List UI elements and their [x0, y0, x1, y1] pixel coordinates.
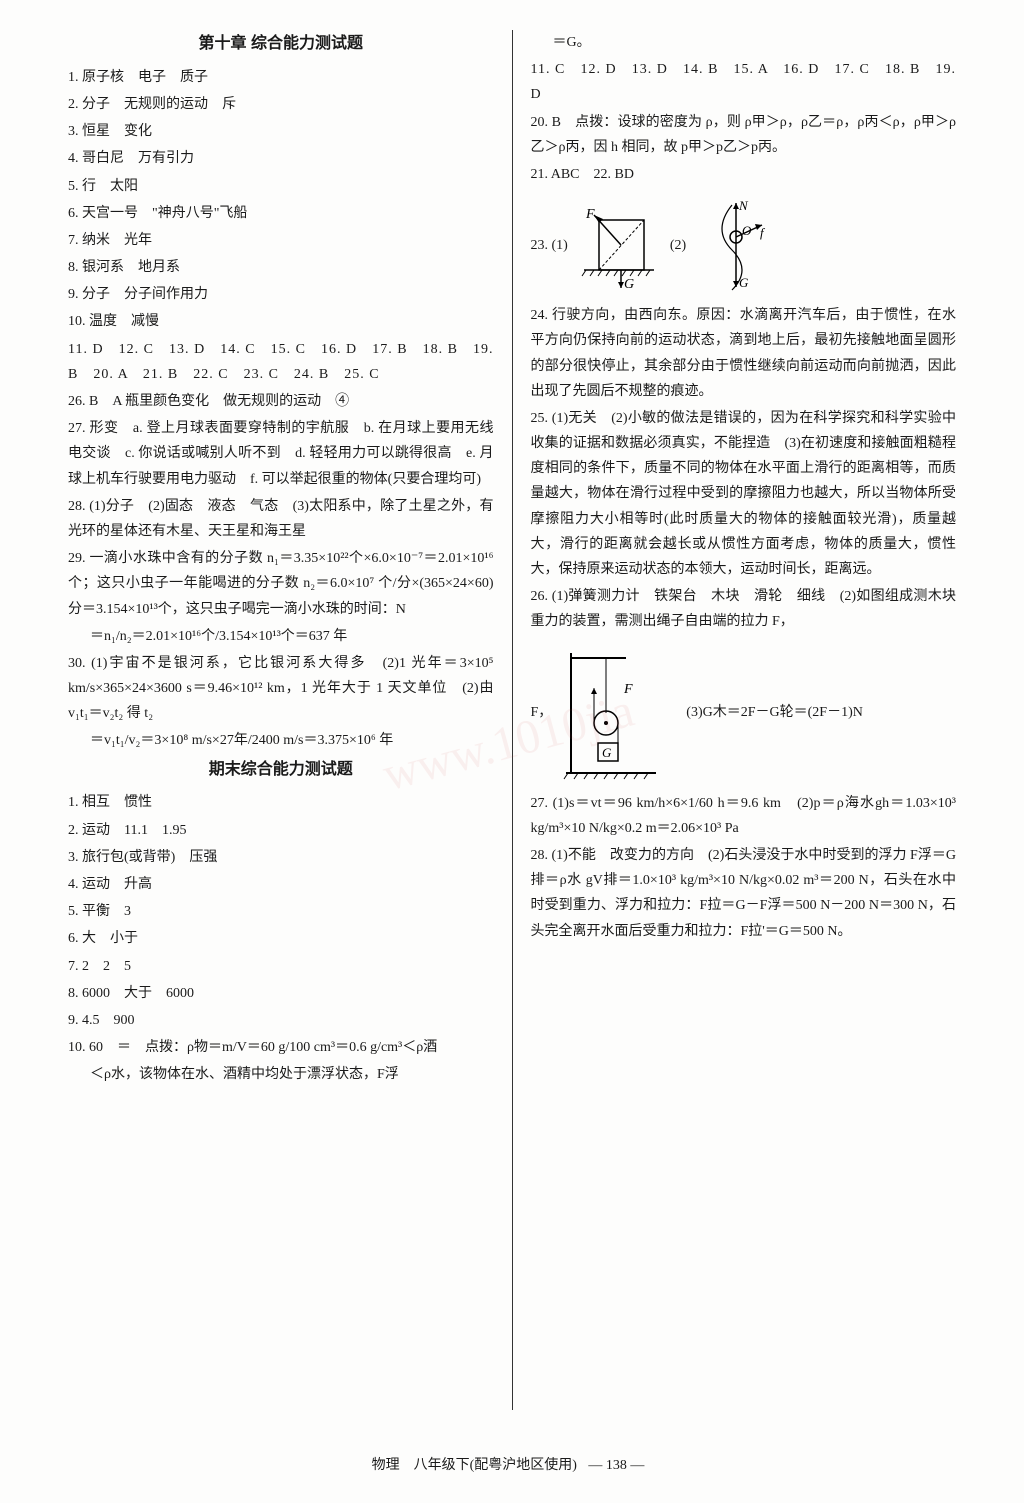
- answer-item: 2. 运动 11.1 1.95: [68, 818, 494, 843]
- page-number: — 138 —: [588, 1453, 644, 1478]
- svg-text:N: N: [738, 198, 749, 213]
- answer-item: 3. 旅行包(或背带) 压强: [68, 845, 494, 870]
- svg-text:G: G: [624, 277, 634, 290]
- answer-q29-formula: ＝n₁/n₂＝2.01×10¹⁶个/3.154×10¹³个＝637 年: [68, 624, 494, 649]
- answer-item: 1. 相互 惯性: [68, 790, 494, 815]
- page-footer: 物理 八年级下(配粤沪地区使用) — 138 —: [0, 1453, 1024, 1478]
- continuation: ＝G。: [531, 30, 957, 55]
- answer-q27: 27. (1)s＝vt＝96 km/h×6×1/60 h＝9.6 km (2)p…: [531, 791, 957, 841]
- svg-text:F: F: [623, 682, 633, 697]
- answer-q30: 30. (1)宇宙不是银河系，它比银河系大得多 (2)1 光年＝3×10⁵ km…: [68, 651, 494, 727]
- svg-text:F: F: [585, 207, 595, 222]
- answer-q26: 26. B A 瓶里颜色变化 做无规则的运动 ④: [68, 389, 494, 414]
- footer-text: 物理 八年级下(配粤沪地区使用): [372, 1458, 577, 1473]
- answer-item: 8. 银河系 地月系: [68, 255, 494, 280]
- q23-label-2: (2): [670, 233, 686, 258]
- answer-item: 9. 4.5 900: [68, 1008, 494, 1033]
- section-title-2: 期末综合能力测试题: [68, 756, 494, 785]
- right-column: ＝G。 11. C 12. D 13. D 14. B 15. A 16. D …: [513, 30, 965, 1410]
- answer-item: 7. 纳米 光年: [68, 228, 494, 253]
- answer-item: 5. 平衡 3: [68, 899, 494, 924]
- answer-q25: 25. (1)无关 (2)小敏的做法是错误的，因为在科学探究和科学实验中收集的证…: [531, 406, 957, 582]
- svg-text:G: G: [602, 745, 612, 760]
- answer-item: 3. 恒星 变化: [68, 119, 494, 144]
- answer-item: 9. 分子 分子间作用力: [68, 282, 494, 307]
- multiple-choice-answers: 11. D 12. C 13. D 14. C 15. C 16. D 17. …: [68, 337, 494, 387]
- svg-text:G: G: [739, 275, 749, 290]
- svg-text:f: f: [760, 225, 766, 240]
- answer-q10b: ＜ρ水，该物体在水、酒精中均处于漂浮状态，F浮: [68, 1062, 494, 1087]
- diagram-q23-row: 23. (1) F G (2): [531, 195, 957, 295]
- section-title-1: 第十章 综合能力测试题: [68, 30, 494, 59]
- answer-item: 8. 6000 大于 6000: [68, 981, 494, 1006]
- diagram-ball-forces-icon: O N f G: [692, 195, 772, 295]
- answer-item: 6. 大 小于: [68, 926, 494, 951]
- answer-item: 4. 运动 升高: [68, 872, 494, 897]
- diagram-pulley-setup-icon: F G: [556, 643, 666, 783]
- diagram-q26-row: F， F G: [531, 643, 957, 783]
- answer-q26: 26. (1)弹簧测力计 铁架台 木块 滑轮 细线 (2)如图组成测木块重力的装…: [531, 584, 957, 634]
- answer-item: 7. 2 2 5: [68, 954, 494, 979]
- diagram-box-forces-icon: F G: [574, 200, 664, 290]
- answer-q28: 28. (1)不能 改变力的方向 (2)石头浸没于水中时受到的浮力 F浮＝G排＝…: [531, 843, 957, 944]
- answer-q27: 27. 形变 a. 登上月球表面要穿特制的宇航服 b. 在月球上要用无线电交谈 …: [68, 416, 494, 492]
- answer-item: 5. 行 太阳: [68, 174, 494, 199]
- answer-q20: 20. B 点拨：设球的密度为 ρ，则 ρ甲＞ρ，ρ乙＝ρ，ρ丙＜ρ，ρ甲＞ρ乙…: [531, 110, 957, 160]
- answer-q29: 29. 一滴小水珠中含有的分子数 n₁＝3.35×10²²个×6.0×10⁻⁷＝…: [68, 546, 494, 622]
- answer-q30-formula: ＝v₁t₁/v₂＝3×10⁸ m/s×27年/2400 m/s＝3.375×10…: [68, 728, 494, 753]
- content-columns: 第十章 综合能力测试题 1. 原子核 电子 质子 2. 分子 无规则的运动 斥 …: [60, 30, 964, 1410]
- q23-label-1: 23. (1): [531, 233, 568, 258]
- answer-item: 10. 温度 减慢: [68, 309, 494, 334]
- multiple-choice-answers: 11. C 12. D 13. D 14. B 15. A 16. D 17. …: [531, 57, 957, 107]
- answer-q21: 21. ABC 22. BD: [531, 162, 957, 187]
- left-column: 第十章 综合能力测试题 1. 原子核 电子 质子 2. 分子 无规则的运动 斥 …: [60, 30, 513, 1410]
- answer-q24: 24. 行驶方向，由西向东。原因：水滴离开汽车后，由于惯性，在水平方向仍保持向前…: [531, 303, 957, 404]
- answer-q10: 10. 60 ＝ 点拨：ρ物＝m/V＝60 g/100 cm³＝0.6 g/cm…: [68, 1035, 494, 1060]
- answer-q28: 28. (1)分子 (2)固态 液态 气态 (3)太阳系中，除了土星之外，有光环…: [68, 494, 494, 544]
- answer-item: 2. 分子 无规则的运动 斥: [68, 92, 494, 117]
- q26-formula: (3)G木＝2F－G轮＝(2F－1)N: [686, 700, 863, 725]
- answer-item: 6. 天宫一号 "神舟八号"飞船: [68, 201, 494, 226]
- answer-item: 1. 原子核 电子 质子: [68, 65, 494, 90]
- answer-item: 4. 哥白尼 万有引力: [68, 146, 494, 171]
